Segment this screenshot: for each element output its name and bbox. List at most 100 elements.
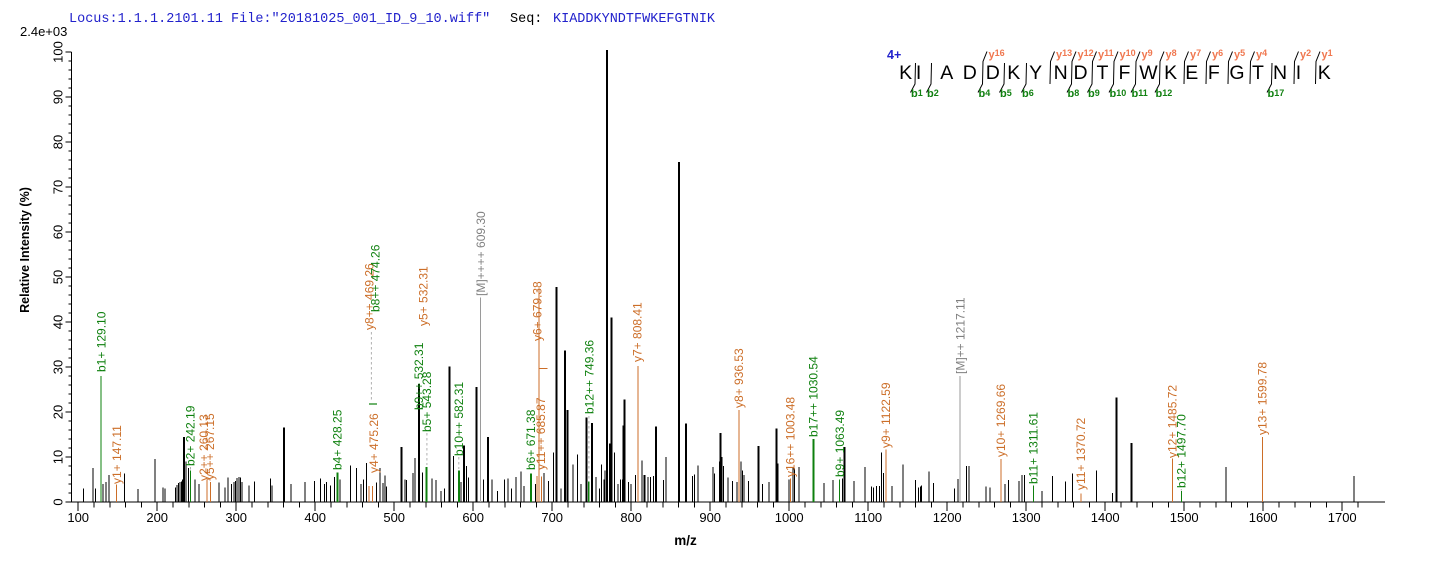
- svg-text:I: I: [1296, 62, 1301, 84]
- svg-text:b12++ 749.36: b12++ 749.36: [583, 340, 597, 414]
- svg-text:b10: b10: [1110, 88, 1127, 100]
- svg-text:30: 30: [51, 360, 66, 374]
- svg-text:y2++ 260.13: y2++ 260.13: [197, 414, 211, 481]
- svg-text:b4: b4: [979, 88, 991, 100]
- svg-text:1300: 1300: [1012, 510, 1041, 525]
- svg-text:D: D: [1073, 62, 1087, 84]
- svg-text:T: T: [1252, 62, 1264, 84]
- svg-text:y11+ 1370.72: y11+ 1370.72: [1074, 417, 1088, 490]
- svg-text:b11: b11: [1132, 88, 1148, 100]
- svg-text:500: 500: [383, 510, 405, 525]
- svg-text:600: 600: [462, 510, 484, 525]
- svg-text:W: W: [1139, 62, 1158, 84]
- svg-text:20: 20: [51, 405, 66, 419]
- svg-text:y16++ 1003.48: y16++ 1003.48: [784, 397, 798, 477]
- svg-text:y12+ 1485.72: y12+ 1485.72: [1166, 385, 1180, 458]
- svg-text:b17: b17: [1268, 88, 1285, 100]
- svg-text:b12: b12: [1156, 88, 1173, 100]
- svg-text:b5: b5: [1000, 88, 1012, 100]
- svg-text:80: 80: [51, 135, 66, 149]
- svg-text:I: I: [916, 62, 921, 84]
- svg-text:1500: 1500: [1170, 510, 1199, 525]
- svg-text:y7: y7: [1190, 48, 1201, 61]
- svg-text:700: 700: [541, 510, 563, 525]
- svg-text:y9: y9: [1142, 48, 1153, 61]
- svg-text:m/z: m/z: [674, 533, 697, 548]
- svg-text:y5++ 267.15: y5++ 267.15: [203, 413, 217, 480]
- svg-text:800: 800: [620, 510, 642, 525]
- svg-text:y12: y12: [1078, 48, 1094, 61]
- svg-text:Relative Intensity (%): Relative Intensity (%): [18, 187, 32, 313]
- svg-text:y9+ 1122.59: y9+ 1122.59: [879, 382, 893, 448]
- svg-text:100: 100: [67, 510, 89, 525]
- svg-text:2.4e+03: 2.4e+03: [20, 24, 67, 39]
- svg-text:K: K: [899, 62, 912, 84]
- svg-text:K: K: [1164, 62, 1177, 84]
- svg-text:G: G: [1229, 62, 1244, 84]
- svg-text:200: 200: [146, 510, 168, 525]
- svg-text:y6: y6: [1212, 48, 1223, 61]
- svg-text:1200: 1200: [933, 510, 962, 525]
- svg-text:F: F: [1208, 62, 1220, 84]
- svg-text:b1: b1: [911, 88, 923, 100]
- svg-text:K: K: [1318, 62, 1331, 84]
- svg-text:b8++ 474.26: b8++ 474.26: [368, 244, 382, 312]
- svg-text:y16: y16: [989, 48, 1005, 61]
- svg-text:y8+ 936.53: y8+ 936.53: [732, 348, 746, 408]
- svg-text:y13: y13: [1056, 48, 1072, 61]
- svg-text:y1+ 147.11: y1+ 147.11: [110, 425, 124, 484]
- svg-text:y4: y4: [1256, 48, 1267, 61]
- svg-text:T: T: [1097, 62, 1109, 84]
- svg-text:K: K: [1007, 62, 1020, 84]
- svg-text:KIADDKYNDTFWKEFGTNIK: KIADDKYNDTFWKEFGTNIK: [553, 12, 716, 27]
- svg-text:70: 70: [51, 180, 66, 194]
- svg-text:60: 60: [51, 225, 66, 239]
- svg-text:900: 900: [699, 510, 721, 525]
- svg-text:y10: y10: [1120, 48, 1136, 61]
- svg-text:0: 0: [51, 498, 66, 505]
- svg-text:b2+ 242.19: b2+ 242.19: [184, 405, 198, 466]
- svg-text:y7+ 808.41: y7+ 808.41: [631, 302, 645, 362]
- svg-text:y11: y11: [1098, 48, 1114, 61]
- svg-text:y5+ 532.31: y5+ 532.31: [417, 266, 431, 326]
- svg-text:b11+ 1311.61: b11+ 1311.61: [1027, 412, 1041, 484]
- svg-text:y11++ 685.87: y11++ 685.87: [534, 397, 548, 470]
- svg-text:b12+ 1497.70: b12+ 1497.70: [1175, 414, 1189, 488]
- svg-text:1000: 1000: [775, 510, 804, 525]
- svg-text:[M]++ 1217.11: [M]++ 1217.11: [953, 297, 967, 374]
- svg-text:1600: 1600: [1249, 510, 1278, 525]
- svg-text:b9++ 532.31: b9++ 532.31: [412, 342, 426, 410]
- svg-text:b5+ 543.28: b5+ 543.28: [420, 371, 434, 432]
- svg-text:y2: y2: [1300, 48, 1311, 61]
- svg-text:E: E: [1185, 62, 1198, 84]
- svg-text:10: 10: [51, 450, 66, 464]
- svg-text:50: 50: [51, 270, 66, 284]
- svg-text:b9: b9: [1088, 88, 1100, 100]
- svg-text:300: 300: [225, 510, 247, 525]
- svg-text:Y: Y: [1029, 62, 1042, 84]
- svg-text:N: N: [1054, 62, 1068, 84]
- svg-text:N: N: [1273, 62, 1287, 84]
- svg-text:1100: 1100: [854, 510, 882, 525]
- svg-text:Locus:1.1.1.2101.11 File:"2018: Locus:1.1.1.2101.11 File:"20181025_001_I…: [69, 12, 490, 27]
- svg-text:y4+ 475.26: y4+ 475.26: [367, 413, 381, 473]
- svg-text:100: 100: [51, 41, 66, 63]
- svg-text:4+: 4+: [887, 48, 901, 62]
- svg-text:b17++ 1030.54: b17++ 1030.54: [807, 356, 821, 437]
- svg-text:y8: y8: [1166, 48, 1177, 61]
- svg-text:b2: b2: [927, 88, 939, 100]
- svg-text:y5: y5: [1234, 48, 1245, 61]
- svg-text:90: 90: [51, 90, 66, 104]
- svg-text:b6+ 671.38: b6+ 671.38: [524, 409, 538, 470]
- svg-text:y6+ 679.38: y6+ 679.38: [530, 281, 544, 341]
- svg-text:400: 400: [304, 510, 326, 525]
- svg-text:y8++ 469.26: y8++ 469.26: [362, 263, 376, 330]
- svg-text:D: D: [963, 62, 977, 84]
- svg-text:b4+ 428.25: b4+ 428.25: [331, 409, 345, 470]
- svg-text:F: F: [1118, 62, 1130, 84]
- svg-text:40: 40: [51, 315, 66, 329]
- svg-text:b6: b6: [1022, 88, 1034, 100]
- svg-text:y13+ 1599.78: y13+ 1599.78: [1256, 362, 1270, 435]
- svg-text:1400: 1400: [1091, 510, 1120, 525]
- svg-text:b1+ 129.10: b1+ 129.10: [94, 311, 108, 372]
